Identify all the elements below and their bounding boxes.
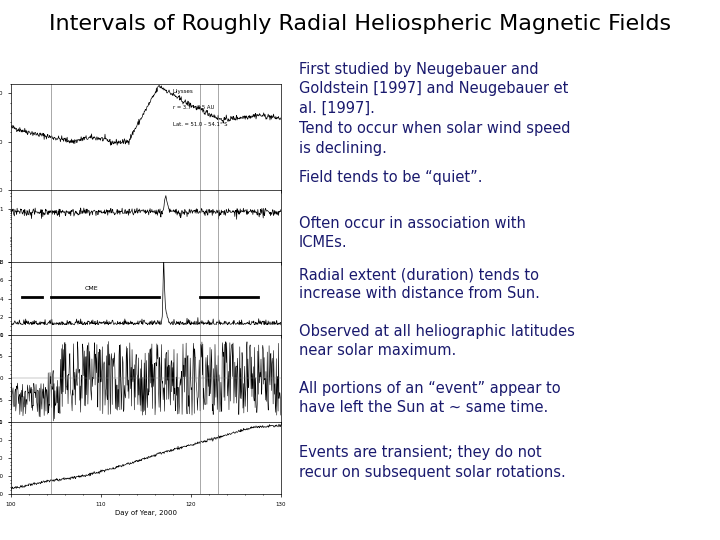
Text: CME: CME	[85, 286, 99, 291]
X-axis label: Day of Year, 2000: Day of Year, 2000	[114, 510, 177, 516]
Text: Events are transient; they do not
recur on subsequent solar rotations.: Events are transient; they do not recur …	[299, 446, 565, 480]
Text: Field tends to be “quiet”.: Field tends to be “quiet”.	[299, 170, 482, 185]
Text: Radial extent (duration) tends to
increase with distance from Sun.: Radial extent (duration) tends to increa…	[299, 267, 540, 301]
Text: r = 3.7 – 3.5 AU: r = 3.7 – 3.5 AU	[173, 105, 214, 110]
Text: Intervals of Roughly Radial Heliospheric Magnetic Fields: Intervals of Roughly Radial Heliospheric…	[49, 14, 671, 33]
Text: All portions of an “event” appear to
have left the Sun at ~ same time.: All portions of an “event” appear to hav…	[299, 381, 560, 415]
Text: Often occur in association with
ICMEs.: Often occur in association with ICMEs.	[299, 216, 526, 250]
Text: Tend to occur when solar wind speed
is declining.: Tend to occur when solar wind speed is d…	[299, 122, 570, 156]
Text: Ulysses: Ulysses	[173, 89, 194, 94]
Text: Lat. = 51.0 – 54.1° S: Lat. = 51.0 – 54.1° S	[173, 122, 228, 127]
Text: First studied by Neugebauer and
Goldstein [1997] and Neugebauer et
al. [1997].: First studied by Neugebauer and Goldstei…	[299, 62, 568, 116]
Text: Observed at all heliographic latitudes
near solar maximum.: Observed at all heliographic latitudes n…	[299, 324, 575, 358]
